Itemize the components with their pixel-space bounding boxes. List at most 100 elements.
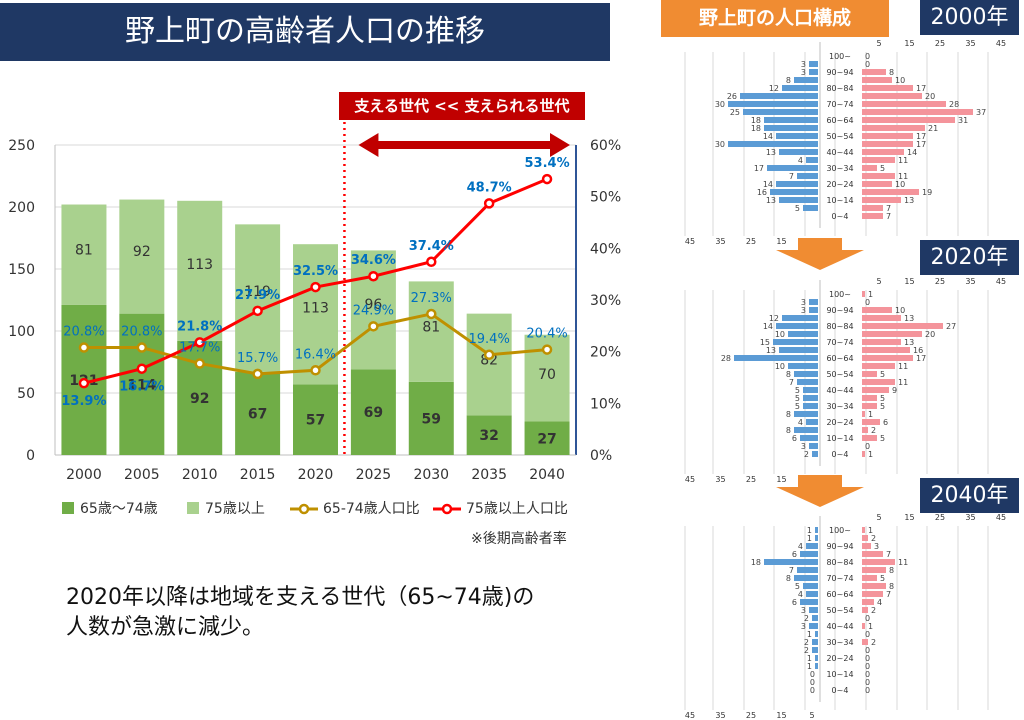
summary-note-line1: 2020年以降は地域を支える世代（65~74歳)の xyxy=(66,585,535,610)
pyramid-male-value: 2 xyxy=(804,614,809,623)
pyramid-female-value: 9 xyxy=(892,386,897,395)
pyramid-female-bar xyxy=(862,583,886,589)
pyramid-female-bar xyxy=(862,189,919,195)
pyramid-male-value: 3 xyxy=(801,442,806,451)
pyramid-female-bar xyxy=(862,93,922,99)
pyramid-female-value: 1 xyxy=(868,290,873,299)
pyramid-female-bar xyxy=(862,435,877,441)
pyramid-bottom-tick: 35 xyxy=(715,711,725,720)
pyramid-female-value: 0 xyxy=(865,630,870,639)
marker-65-74-ratio xyxy=(78,342,90,353)
pyramid-age-label: 0~4 xyxy=(832,686,849,695)
pyramid-female-value: 5 xyxy=(880,394,885,403)
pyramid-male-value: 5 xyxy=(795,582,800,591)
bar-value-65-74: 67 xyxy=(248,406,267,422)
bar-value-75-plus: 113 xyxy=(302,300,329,316)
ratio-65-74-label: 16.4% xyxy=(295,347,336,362)
pyramid-age-label: 10~14 xyxy=(826,196,853,205)
year-badge-2040: 2040年 xyxy=(920,478,1019,513)
y-tick-label: 50 xyxy=(17,386,35,402)
marker-75-ratio xyxy=(310,281,321,293)
pyramid-female-value: 11 xyxy=(898,172,908,181)
ratio-75-label: 37.4% xyxy=(409,239,454,254)
pyramid-male-bar xyxy=(764,559,818,565)
bar-75-plus xyxy=(61,204,107,305)
legend-marker-75-ratio xyxy=(441,503,453,515)
pyramid-female-value: 19 xyxy=(922,188,932,197)
pyramid-female-bar xyxy=(862,117,955,123)
pyramid-age-label: 80~84 xyxy=(826,558,853,567)
bar-value-65-74: 27 xyxy=(537,431,556,447)
pyramid-age-label: 10~14 xyxy=(826,670,853,679)
pyramid-female-value: 4 xyxy=(877,598,882,607)
pyramid-top-tick: 25 xyxy=(935,277,945,286)
pyramid-male-bar xyxy=(806,543,818,549)
pyramid-male-bar xyxy=(812,647,818,653)
pyramid-female-value: 17 xyxy=(916,132,926,141)
pyramid-bottom-tick: 15 xyxy=(776,711,786,720)
y2-tick-label: 40% xyxy=(590,241,621,257)
pyramid-age-label: 30~34 xyxy=(826,164,853,173)
pyramid-female-value: 7 xyxy=(886,204,891,213)
pyramid-male-value: 16 xyxy=(757,188,767,197)
pyramid-male-value: 4 xyxy=(798,418,803,427)
pyramid-female-value: 7 xyxy=(886,212,891,221)
pyramid-female-value: 10 xyxy=(895,306,905,315)
pyramid-female-value: 20 xyxy=(925,92,935,101)
pyramid-age-label: 60~64 xyxy=(826,354,853,363)
pyramid-female-value: 2 xyxy=(871,534,876,543)
x-tick-label: 2030 xyxy=(413,467,449,483)
pyramid-male-value: 0 xyxy=(810,670,815,679)
bar-65-74 xyxy=(408,381,454,455)
pyramid-female-bar xyxy=(862,363,895,369)
y2-tick-label: 30% xyxy=(590,293,621,309)
down-arrow-icon xyxy=(776,238,864,270)
pyramid-male-bar xyxy=(803,583,818,589)
pyramid-male-value: 18 xyxy=(751,558,761,567)
pyramid-female-value: 0 xyxy=(865,686,870,695)
pyramid-female-bar xyxy=(862,535,868,541)
pyramid-female-value: 6 xyxy=(883,418,888,427)
pyramid-male-value: 10 xyxy=(775,330,785,339)
pyramid-top-tick: 25 xyxy=(935,513,945,522)
bar-value-65-74: 114 xyxy=(127,377,156,393)
pyramid-female-value: 0 xyxy=(865,662,870,671)
pyramid-male-value: 14 xyxy=(763,180,773,189)
pyramid-female-bar xyxy=(862,157,895,163)
pyramid-male-value: 1 xyxy=(807,662,812,671)
pyramid-female-value: 1 xyxy=(868,450,873,459)
summary-note-line2: 人数が急激に減少。 xyxy=(66,615,265,640)
pyramid-female-value: 0 xyxy=(865,670,870,679)
pyramid-male-bar xyxy=(797,173,818,179)
pyramid-male-value: 13 xyxy=(766,148,776,157)
pyramid-bottom-tick: 15 xyxy=(776,237,786,246)
pyramid-female-value: 37 xyxy=(976,108,986,117)
pyramid-female-bar xyxy=(862,387,889,393)
pyramid-male-value: 3 xyxy=(801,606,806,615)
x-tick-label: 2000 xyxy=(66,467,102,483)
pyramid-male-value: 1 xyxy=(807,526,812,535)
pyramid-male-bar xyxy=(794,77,818,83)
pyramid-female-value: 11 xyxy=(898,156,908,165)
pyramid-female-value: 5 xyxy=(880,164,885,173)
pyramid-female-bar xyxy=(862,213,883,219)
marker-65-74-ratio xyxy=(136,342,148,353)
pyramid-female-bar xyxy=(862,109,973,115)
ratio-65-74-label: 17.7% xyxy=(179,341,220,356)
pyramid-female-bar xyxy=(862,599,874,605)
pyramid-female-value: 0 xyxy=(865,614,870,623)
pyramid-female-value: 1 xyxy=(868,526,873,535)
pyramid-male-value: 12 xyxy=(769,84,779,93)
pyramid-male-value: 6 xyxy=(792,434,797,443)
ratio-75-label: 27.9% xyxy=(235,288,280,303)
pyramid-female-value: 5 xyxy=(880,574,885,583)
pyramid-male-value: 4 xyxy=(798,542,803,551)
ratio-65-74-label: 15.7% xyxy=(237,351,278,366)
bar-75-plus xyxy=(466,313,512,416)
y2-tick-label: 60% xyxy=(590,138,621,154)
pyramid-male-value: 14 xyxy=(763,132,773,141)
pyramid-female-value: 8 xyxy=(889,68,894,77)
pyramid-age-label: 0~4 xyxy=(832,450,849,459)
pyramid-male-value: 5 xyxy=(795,394,800,403)
pyramid-female-bar xyxy=(862,331,922,337)
